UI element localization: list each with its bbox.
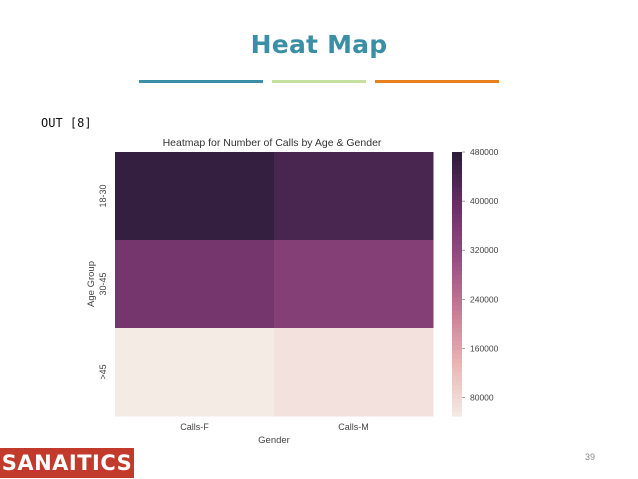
colorbar-segment	[452, 398, 462, 404]
colorbar-segment	[452, 367, 462, 373]
y-axis-label: Age Group	[86, 261, 97, 307]
colorbar-segment	[452, 266, 462, 272]
colorbar-segment	[452, 165, 462, 171]
colorbar-segment	[452, 341, 462, 347]
colorbar-segment	[452, 411, 462, 417]
colorbar-segment	[452, 200, 462, 206]
heatmap-cell	[115, 152, 275, 241]
colorbar-segment	[452, 306, 462, 311]
colorbar-tick-label: 320000	[470, 245, 499, 255]
colorbar-segment	[452, 284, 462, 289]
colorbar-segment	[452, 301, 462, 307]
colorbar-segment	[452, 354, 462, 360]
colorbar-segment	[452, 270, 462, 276]
colorbar-segment	[452, 156, 462, 162]
colorbar-segment	[452, 279, 462, 285]
page-number: 39	[585, 452, 596, 462]
x-axis-label: Gender	[258, 435, 290, 446]
colorbar-segment	[452, 182, 462, 188]
heatmap-cell	[274, 328, 434, 417]
heatmap-cell	[115, 240, 275, 329]
colorbar-segment	[452, 297, 462, 303]
colorbar-segment	[452, 231, 462, 237]
colorbar-segment	[452, 213, 462, 219]
colorbar-segment	[452, 332, 462, 338]
colorbar-segment	[452, 262, 462, 267]
colorbar-segment	[452, 174, 462, 179]
title-underline-teal	[139, 80, 263, 83]
colorbar-segment	[452, 314, 462, 320]
colorbar-segment	[452, 275, 462, 281]
x-tick-label: Calls-F	[180, 422, 209, 432]
title-underline-green	[272, 80, 366, 83]
colorbar-segment	[452, 292, 462, 298]
colorbar-segment	[452, 402, 462, 408]
colorbar-segment	[452, 380, 462, 386]
colorbar-segment	[452, 389, 462, 395]
colorbar-segment	[452, 248, 462, 254]
colorbar-segment	[452, 244, 462, 250]
y-tick-label: >45	[98, 364, 108, 379]
colorbar-segment	[452, 372, 462, 377]
colorbar-segment	[452, 160, 462, 166]
colorbar-segment	[452, 323, 462, 329]
colorbar-segment	[452, 152, 462, 157]
colorbar-segment	[452, 336, 462, 342]
colorbar-segment	[452, 350, 462, 355]
colorbar-segment	[452, 204, 462, 210]
output-cell-label: OUT [8]	[41, 116, 92, 130]
colorbar-tick-label: 160000	[470, 343, 499, 353]
colorbar-segment	[452, 310, 462, 316]
colorbar-segment	[452, 253, 462, 259]
colorbar-segment	[452, 358, 462, 364]
colorbar-segment	[452, 209, 462, 215]
colorbar-segment	[452, 187, 462, 193]
colorbar-segment	[452, 385, 462, 391]
colorbar-segment	[452, 178, 462, 184]
title-underline-orange	[375, 80, 499, 83]
heatmap-cell	[274, 240, 434, 329]
slide-title: Heat Map	[250, 30, 388, 59]
colorbar-segment	[452, 169, 462, 175]
colorbar-segment	[452, 363, 462, 369]
colorbar-tick-label: 400000	[470, 196, 499, 206]
colorbar-segment	[452, 376, 462, 382]
colorbar-segment	[452, 196, 462, 201]
heatmap-cell	[274, 152, 434, 241]
sanaitics-logo: SANAITICS	[0, 448, 134, 478]
colorbar-segment	[452, 191, 462, 197]
colorbar-tick-label: 80000	[470, 393, 494, 403]
colorbar-segment	[452, 407, 462, 413]
x-tick-label: Calls-M	[338, 422, 369, 432]
colorbar-tick-label: 240000	[470, 294, 499, 304]
chart-title: Heatmap for Number of Calls by Age & Gen…	[163, 137, 382, 149]
heatmap-cell	[115, 328, 275, 417]
colorbar-segment	[452, 394, 462, 399]
colorbar-segment	[452, 235, 462, 241]
colorbar-segment	[452, 226, 462, 232]
y-tick-label: 30-45	[98, 272, 108, 295]
y-tick-label: 18-30	[98, 184, 108, 207]
colorbar-segment	[452, 328, 462, 333]
colorbar-segment	[452, 218, 462, 223]
colorbar-tick-label: 480000	[470, 147, 499, 157]
colorbar-segment	[452, 257, 462, 263]
colorbar-segment	[452, 222, 462, 228]
colorbar-segment	[452, 288, 462, 294]
colorbar-segment	[452, 240, 462, 245]
colorbar-segment	[452, 345, 462, 351]
colorbar-segment	[452, 319, 462, 325]
